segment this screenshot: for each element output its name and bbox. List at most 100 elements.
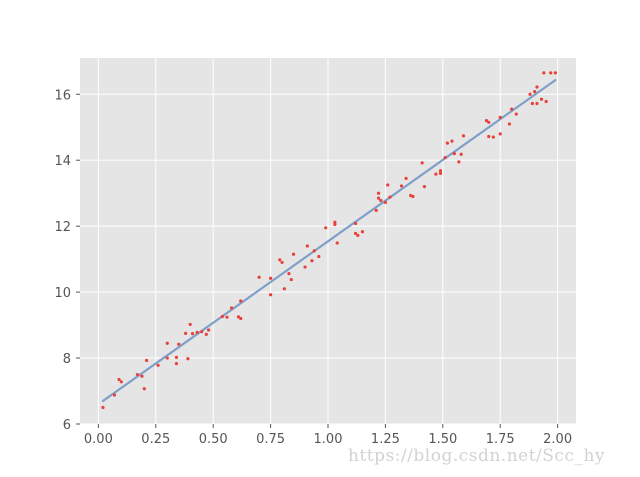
scatter-point (278, 258, 282, 262)
scatter-point (491, 135, 495, 139)
scatter-point (356, 233, 360, 237)
x-tick-label: 0.00 (84, 432, 113, 447)
scatter-point (434, 172, 438, 176)
scatter-point (229, 306, 234, 310)
y-tick-label: 10 (54, 286, 71, 301)
fit-line-group (101, 78, 557, 403)
scatter-point (282, 287, 286, 291)
scatter-point (498, 132, 502, 136)
scatter-point (374, 208, 378, 212)
scatter-point (459, 152, 463, 156)
scatter-point (542, 71, 546, 75)
scatter-point (177, 342, 181, 346)
scatter-point (135, 372, 140, 377)
scatter-point (291, 252, 296, 256)
scatter-point (514, 112, 518, 116)
scatter-point (204, 332, 208, 336)
x-tick-label: 0.25 (141, 432, 170, 447)
scatter-point (101, 405, 105, 410)
scatter-point (422, 184, 427, 189)
scatter-point (539, 97, 544, 101)
scatter-point (386, 183, 390, 187)
scatter-point (461, 134, 466, 138)
scatter-point (174, 355, 179, 359)
scatter-point (544, 99, 548, 104)
fit-line (101, 78, 557, 403)
scatter-point (438, 171, 443, 176)
scatter-point (438, 169, 443, 173)
scatter-point (443, 155, 447, 160)
y-tick-label: 8 (63, 352, 71, 367)
x-tick-label: 0.75 (256, 432, 285, 447)
scatter-point (507, 122, 512, 126)
scatter-point (533, 90, 537, 94)
scatter-point (553, 71, 557, 75)
watermark-text: https://blog.csdn.net/Scc_hy (348, 446, 606, 466)
scatter-point (188, 322, 192, 327)
scatter-point (165, 341, 169, 345)
scatter-point (335, 241, 339, 245)
scatter-point (535, 85, 539, 89)
scatter-point (310, 259, 314, 263)
scatter-point (535, 101, 539, 106)
scatter-point (239, 299, 243, 303)
scatter-point (186, 357, 190, 361)
scatter-point (487, 134, 491, 139)
scatter-point (220, 314, 224, 319)
scatter-point (165, 356, 169, 360)
scatter-point (303, 265, 307, 269)
scatter-point (510, 107, 514, 111)
scatter-point (376, 191, 381, 195)
scatter-point (280, 260, 284, 265)
scatter-point (268, 293, 273, 297)
scatter-point (117, 377, 121, 382)
scatter-point (333, 220, 337, 224)
scatter-point (324, 226, 328, 230)
scatter-point (360, 230, 365, 234)
scatter-point (305, 244, 309, 248)
scatter-point (268, 276, 273, 280)
scatter-point (404, 176, 408, 180)
scatter-point (379, 198, 383, 203)
scatter-point (287, 272, 291, 276)
scatter-point (353, 231, 358, 236)
scatter-point (312, 249, 316, 253)
scatter-point (445, 141, 450, 145)
scatter-point (225, 315, 229, 319)
scatter-point (236, 315, 241, 319)
scatter-point (388, 195, 392, 199)
scatter-point (528, 92, 532, 96)
scatter-point (317, 254, 321, 259)
y-tick-label: 16 (54, 88, 71, 103)
x-tick-label: 1.75 (486, 432, 515, 447)
x-tick-label: 1.00 (314, 432, 343, 447)
scatter-point (383, 200, 388, 205)
scatter-point (206, 328, 211, 332)
scatter-point (289, 277, 293, 282)
scatter-point (174, 362, 179, 366)
scatter-point (452, 152, 456, 156)
y-tick-label: 12 (54, 220, 71, 235)
scatter-point (112, 393, 117, 397)
scatter-point (487, 120, 491, 124)
scatter-point (257, 275, 261, 279)
scatter-point (184, 331, 188, 335)
scatter-point (530, 101, 534, 106)
scatter-point (142, 387, 146, 391)
x-axis-ticks: 0.00 0.25 0.50 0.75 1.00 1.25 1.50 1.75 2.00 (84, 424, 572, 447)
scatter-point (144, 358, 149, 362)
scatter-point (450, 139, 454, 143)
scatter-point (376, 196, 381, 200)
scatter-point (420, 161, 424, 165)
x-tick-label: 1.25 (371, 432, 400, 447)
x-tick-label: 0.50 (199, 432, 228, 447)
data-points (101, 71, 557, 410)
scatter-point (399, 184, 404, 188)
y-axis-ticks: 6 8 10 12 14 16 (54, 88, 80, 433)
x-tick-label: 1.50 (428, 432, 457, 447)
scatter-point (119, 380, 123, 384)
scatter-point (190, 332, 195, 336)
scatter-point (457, 160, 461, 164)
scatter-point (411, 194, 415, 199)
